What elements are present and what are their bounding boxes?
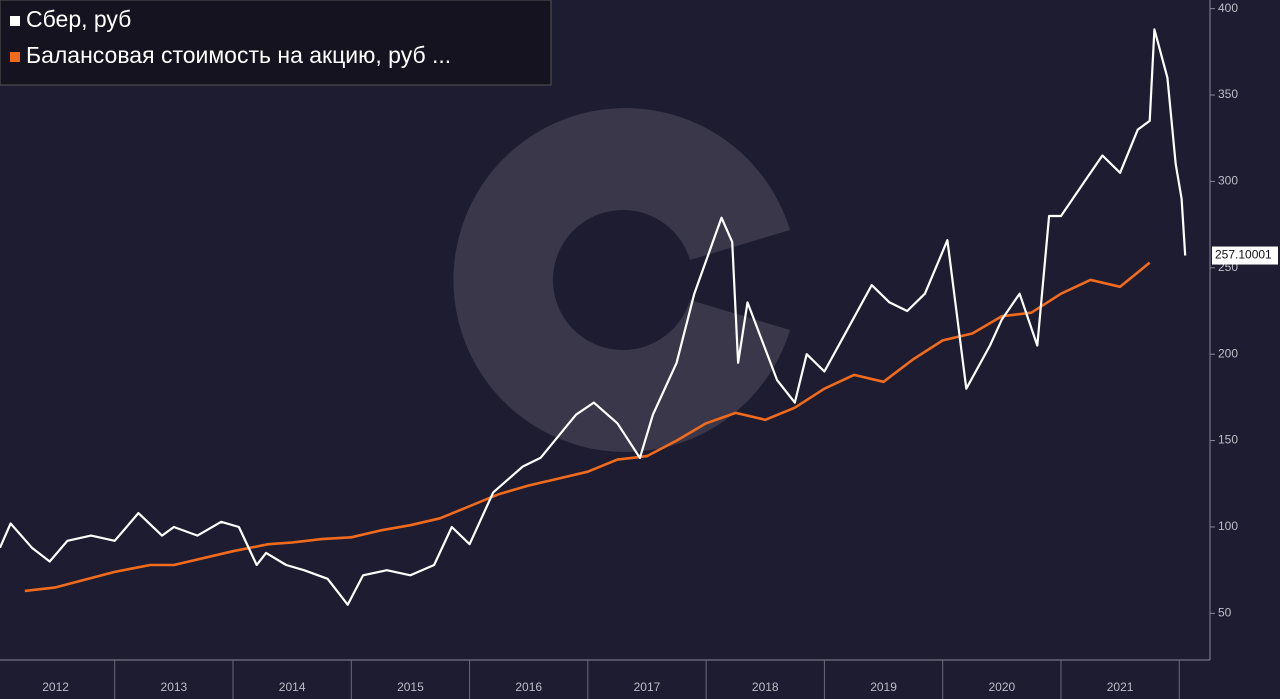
x-tick-label: 2014 bbox=[279, 680, 306, 694]
series-line bbox=[0, 28, 1187, 606]
y-tick-label: 400 bbox=[1218, 1, 1238, 15]
y-tick-label: 200 bbox=[1218, 346, 1238, 360]
watermark-logo bbox=[453, 108, 790, 453]
y-tick-label: 300 bbox=[1218, 174, 1238, 188]
last-value-label: 257.10001 bbox=[1215, 248, 1272, 262]
last-value-box bbox=[1212, 246, 1278, 265]
legend-swatch bbox=[10, 52, 20, 62]
x-tick-label: 2017 bbox=[634, 680, 661, 694]
x-tick-label: 2013 bbox=[161, 680, 188, 694]
x-tick-label: 2020 bbox=[988, 680, 1015, 694]
series-line bbox=[24, 261, 1151, 593]
y-tick-label: 100 bbox=[1218, 519, 1238, 533]
y-tick-label: 350 bbox=[1218, 87, 1238, 101]
x-tick-label: 2015 bbox=[397, 680, 424, 694]
x-tick-label: 2018 bbox=[752, 680, 779, 694]
x-tick-label: 2012 bbox=[42, 680, 69, 694]
x-tick-label: 2016 bbox=[515, 680, 542, 694]
y-tick-label: 150 bbox=[1218, 433, 1238, 447]
x-tick-label: 2019 bbox=[870, 680, 897, 694]
watermark bbox=[453, 108, 790, 453]
legend-box bbox=[0, 0, 552, 86]
legend-label: Сбер, руб bbox=[26, 6, 131, 32]
legend-label: Балансовая стоимость на акцию, руб ... bbox=[26, 42, 451, 68]
legend-swatch bbox=[10, 16, 20, 26]
legend: Сбер, руб Балансовая стоимость на акцию, … bbox=[10, 6, 451, 68]
x-tick-label: 2021 bbox=[1107, 680, 1134, 694]
y-tick-label: 50 bbox=[1218, 606, 1232, 620]
